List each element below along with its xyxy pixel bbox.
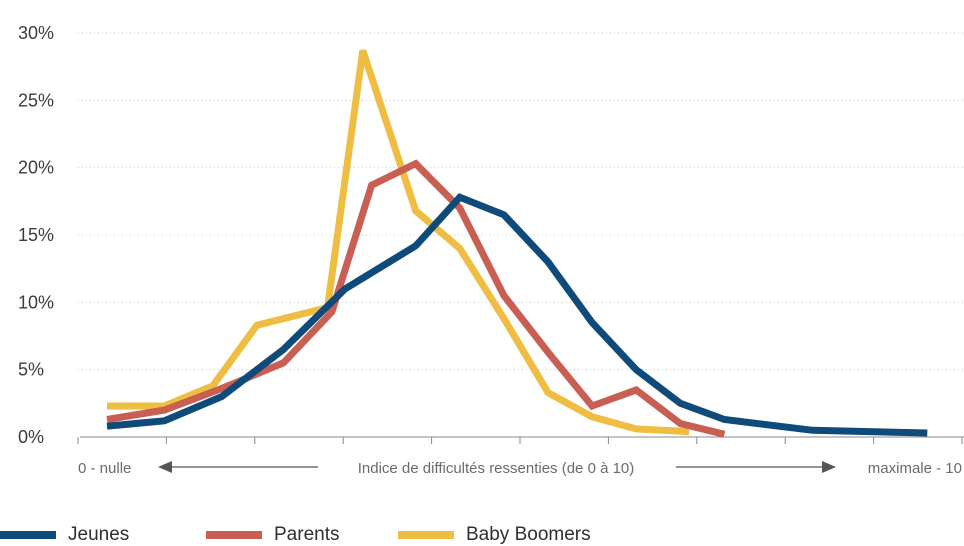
legend-label-baby-boomers: Baby Boomers	[466, 524, 591, 545]
legend-label-parents: Parents	[274, 524, 340, 545]
x-axis	[77, 436, 964, 444]
y-tick-label: 25%	[18, 90, 54, 110]
legend-item-baby-boomers: Baby Boomers	[398, 524, 591, 546]
legend-swatch-parents	[206, 531, 262, 539]
x-axis-left-label: 0 - nulle	[78, 460, 131, 477]
legend-item-parents: Parents	[206, 524, 339, 546]
series-line-parents	[106, 159, 726, 438]
right-arrow-head	[822, 461, 836, 473]
y-tick-label: 20%	[18, 158, 54, 178]
y-axis-ticks: 0% 5% 10% 15% 20% 25% 30%	[18, 23, 54, 447]
y-tick-label: 30%	[18, 23, 54, 43]
y-tick-label: 10%	[18, 292, 54, 312]
series-line-baby-boomers	[107, 49, 690, 436]
y-tick-label: 0%	[18, 427, 44, 447]
x-axis-center-label: Indice de difficultés ressenties (de 0 à…	[358, 460, 635, 477]
legend-swatch-baby-boomers	[398, 531, 454, 539]
legend: Jeunes Parents Baby Boomers	[0, 520, 964, 546]
legend-swatch-jeunes	[0, 531, 56, 539]
left-arrow-head	[158, 461, 172, 473]
series-line-jeunes	[106, 193, 928, 437]
legend-label-jeunes: Jeunes	[68, 524, 130, 545]
series-lines	[106, 49, 928, 438]
y-tick-label: 5%	[18, 360, 44, 380]
line-chart: 0% 5% 10% 15% 20% 25% 30% 0 - nulle Indice de …	[18, 23, 964, 477]
x-axis-annotation: 0 - nulle Indice de difficultés ressenti…	[78, 460, 962, 477]
x-axis-right-label: maximale - 10	[868, 460, 962, 477]
y-tick-label: 15%	[18, 225, 54, 245]
legend-item-jeunes: Jeunes	[0, 524, 129, 546]
